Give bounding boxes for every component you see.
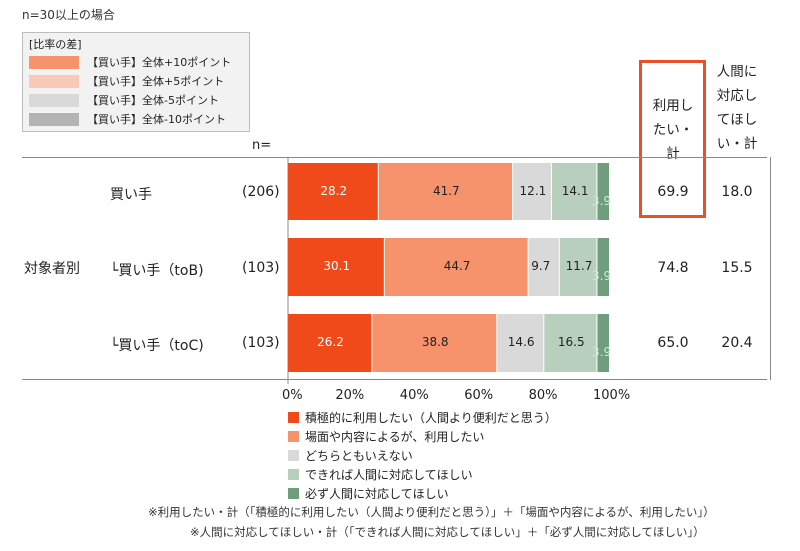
bar-segment [288,163,378,220]
x-tick-label: 60% [464,388,494,403]
bar-value-label: 3.9 [592,269,612,283]
row-n: (103) [242,260,280,276]
bar-segment [378,163,513,220]
bar-value-label: 30.1 [323,259,351,273]
legend-swatch [288,487,299,499]
legend-label: 積極的に利用したい（人間より便利だと思う） [305,410,557,425]
bar-segment [544,314,597,372]
bar-value-label: 14.1 [561,183,589,198]
bar-value-label: 28.2 [320,183,348,198]
bar-segment [559,238,597,296]
bar-segment [597,238,609,296]
difference-key-item: 【買い手】全体+5ポイント [29,74,224,88]
bar-value-label: 12.1 [519,183,547,198]
x-tick-label: 80% [528,388,558,403]
legend-item: できれば人間に対応してほしい [288,467,473,482]
bar-segment [528,238,559,296]
footnote: ※利用したい・計（「積極的に利用したい（人間より便利だと思う）」＋「場面や内容に… [148,505,715,519]
n-header: n= [252,138,272,153]
use-total-header-line: 計 [666,146,680,162]
difference-key-label: 【買い手】全体-5ポイント [87,94,219,107]
bar-segment [552,163,597,220]
bar-value-label: 26.2 [317,335,344,349]
legend-item: 積極的に利用したい（人間より便利だと思う） [288,410,557,425]
human-total-header-line: てほし [716,112,758,128]
legend-swatch [288,411,299,423]
row-n: (206) [242,184,280,200]
bar-value-label: 41.7 [432,183,460,198]
row-label: 買い手 [110,187,152,203]
legend-item: 必ず人間に対応してほしい [288,486,449,501]
human-total-value: 20.4 [721,335,753,351]
bar-segment [597,314,609,372]
row-label: └買い手（toB) [110,263,204,279]
table-right-rule [770,157,771,380]
use-total-header: 利用し たい・ 計 [643,94,703,166]
bar-value-label: 14.6 [507,335,535,349]
bar-group [288,163,609,372]
bar-value-label: 11.7 [565,259,593,273]
use-total-value: 65.0 [657,335,689,351]
sample-size-note: n=30以上の場合 [22,8,115,22]
difference-key-label: 【買い手】全体-10ポイント [87,113,226,126]
bar-segment [288,238,384,296]
legend-label: どちらともいえない [305,448,413,463]
bar-value-label: 3.9 [592,193,612,208]
x-tick-label: 0% [282,388,303,403]
bar-segment [384,238,528,296]
difference-key-swatch [29,93,79,107]
x-tick-label: 20% [335,388,365,403]
use-total-highlight-box [639,60,706,218]
use-total-header-line: 利用し [652,98,694,114]
group-label: 対象者別 [24,261,80,277]
legend-item: どちらともいえない [288,448,413,463]
bar-value-label: 16.5 [557,335,585,349]
bar-segment [497,314,544,372]
difference-key-item: 【買い手】全体-5ポイント [29,93,219,107]
use-total-header-line: たい・ [652,122,694,138]
human-total-header-line: 人間に [716,64,758,80]
human-total-value: 18.0 [721,184,753,200]
bar-segment [513,163,552,220]
human-total-header: 人間に 対応し てほし い・計 [707,60,767,156]
human-total-header-line: 対応し [716,88,758,104]
bar-value-label: 38.8 [421,335,449,349]
row-n: (103) [242,335,280,351]
difference-key-swatch [29,55,79,69]
bar-segment [288,314,372,372]
legend-label: 場面や内容によるが、利用したい [305,429,485,444]
footnote: ※人間に対応してほしい・計（「できれば人間に対応してほしい」＋「必ず人間に対応し… [190,525,705,539]
legend-item: 場面や内容によるが、利用したい [288,429,485,444]
difference-key-label: 【買い手】全体+10ポイント [87,56,232,69]
difference-key-swatch [29,112,79,126]
table-bottom-rule [22,379,767,380]
human-total-header-line: い・計 [716,136,758,152]
row-label: └買い手（toC) [110,338,204,354]
bar-segment [372,314,497,372]
x-tick-label: 40% [399,388,429,403]
legend-label: 必ず人間に対応してほしい [305,486,449,501]
difference-key-swatch [29,74,79,88]
use-total-value: 69.9 [657,184,689,200]
human-total-value: 15.5 [721,260,753,276]
bar-value-label: 44.7 [443,259,471,273]
table-top-rule [22,157,767,158]
bar-segment [597,163,609,220]
difference-key: [比率の差] 【買い手】全体+10ポイント 【買い手】全体+5ポイント 【買い手… [22,32,250,132]
bar-value-label: 3.9 [592,345,612,359]
legend-swatch [288,449,299,461]
legend-label: できれば人間に対応してほしい [305,467,473,482]
difference-key-title: [比率の差] [29,38,82,51]
use-total-value: 74.8 [657,260,689,276]
difference-key-item: 【買い手】全体+10ポイント [29,55,231,69]
difference-key-label: 【買い手】全体+5ポイント [87,75,225,88]
legend-swatch [288,430,299,442]
bar-value-label: 9.7 [531,259,551,273]
legend-swatch [288,468,299,480]
difference-key-item: 【買い手】全体-10ポイント [29,112,226,126]
x-tick-label: 100% [593,388,631,403]
